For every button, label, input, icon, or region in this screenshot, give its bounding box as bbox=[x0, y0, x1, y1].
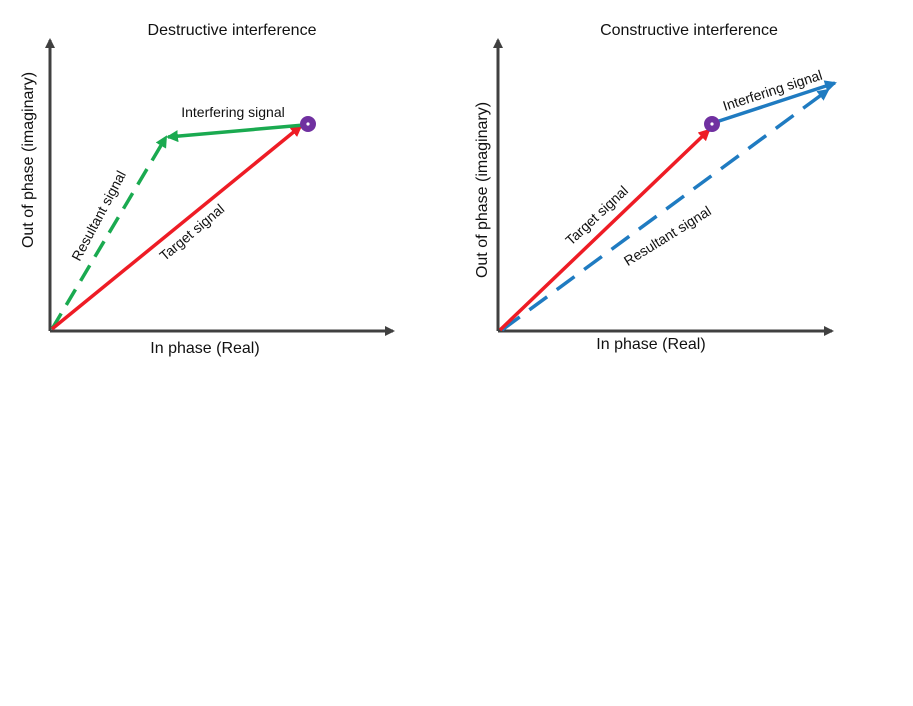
constructive-tip-dot-center bbox=[710, 122, 714, 126]
destructive-target-vector bbox=[50, 124, 303, 331]
constructive-resultant-label: Resultant signal bbox=[621, 203, 714, 269]
constructive-title: Constructive interference bbox=[600, 22, 778, 39]
constructive-interfering-vector bbox=[715, 80, 837, 124]
destructive-title: Destructive interference bbox=[148, 22, 317, 39]
constructive-resultant-vector bbox=[500, 88, 830, 332]
destructive-x-axis-label: In phase (Real) bbox=[150, 340, 259, 357]
constructive-target-vector bbox=[498, 128, 711, 332]
destructive-interfering-label: Interfering signal bbox=[181, 104, 285, 120]
constructive-x-axis-label: In phase (Real) bbox=[596, 336, 705, 353]
constructive-y-axis-label: Out of phase (imaginary) bbox=[474, 102, 491, 278]
destructive-target-label: Target signal bbox=[156, 201, 227, 264]
constructive-diagram: Constructive interference In phase (Real… bbox=[474, 22, 837, 353]
destructive-interfering-vector bbox=[166, 123, 305, 143]
destructive-resultant-vector bbox=[50, 135, 168, 330]
destructive-tip-dot-center bbox=[306, 122, 310, 126]
destructive-diagram: Destructive interference In phase (Real)… bbox=[20, 22, 395, 357]
destructive-y-axis-label: Out of phase (imaginary) bbox=[20, 72, 37, 248]
